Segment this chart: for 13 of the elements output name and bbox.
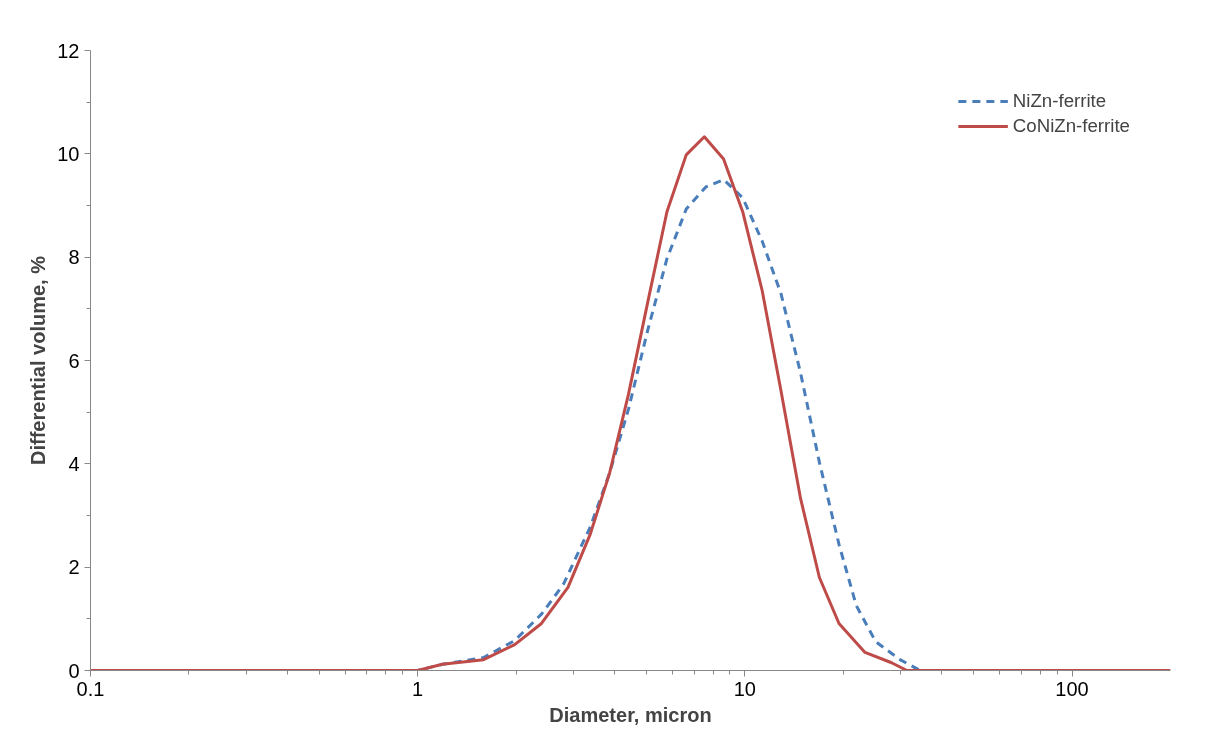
y-tick-label: 8 <box>68 246 80 269</box>
legend-label: CoNiZn-ferrite <box>1012 115 1130 137</box>
y-axis-title: Differential volume, % <box>27 255 50 465</box>
y-tick-label: 12 <box>57 39 80 62</box>
x-axis-title: Diameter, micron <box>549 703 712 726</box>
legend-label: NiZn-ferrite <box>1012 90 1107 112</box>
y-tick-label: 4 <box>68 452 80 475</box>
x-tick-label: 1 <box>412 677 424 700</box>
y-tick-label: 2 <box>68 556 80 579</box>
y-tick-label: 6 <box>68 349 80 372</box>
x-tick-label: 100 <box>1055 677 1089 700</box>
y-tick-label: 10 <box>57 142 80 165</box>
x-tick-label: 10 <box>733 677 756 700</box>
